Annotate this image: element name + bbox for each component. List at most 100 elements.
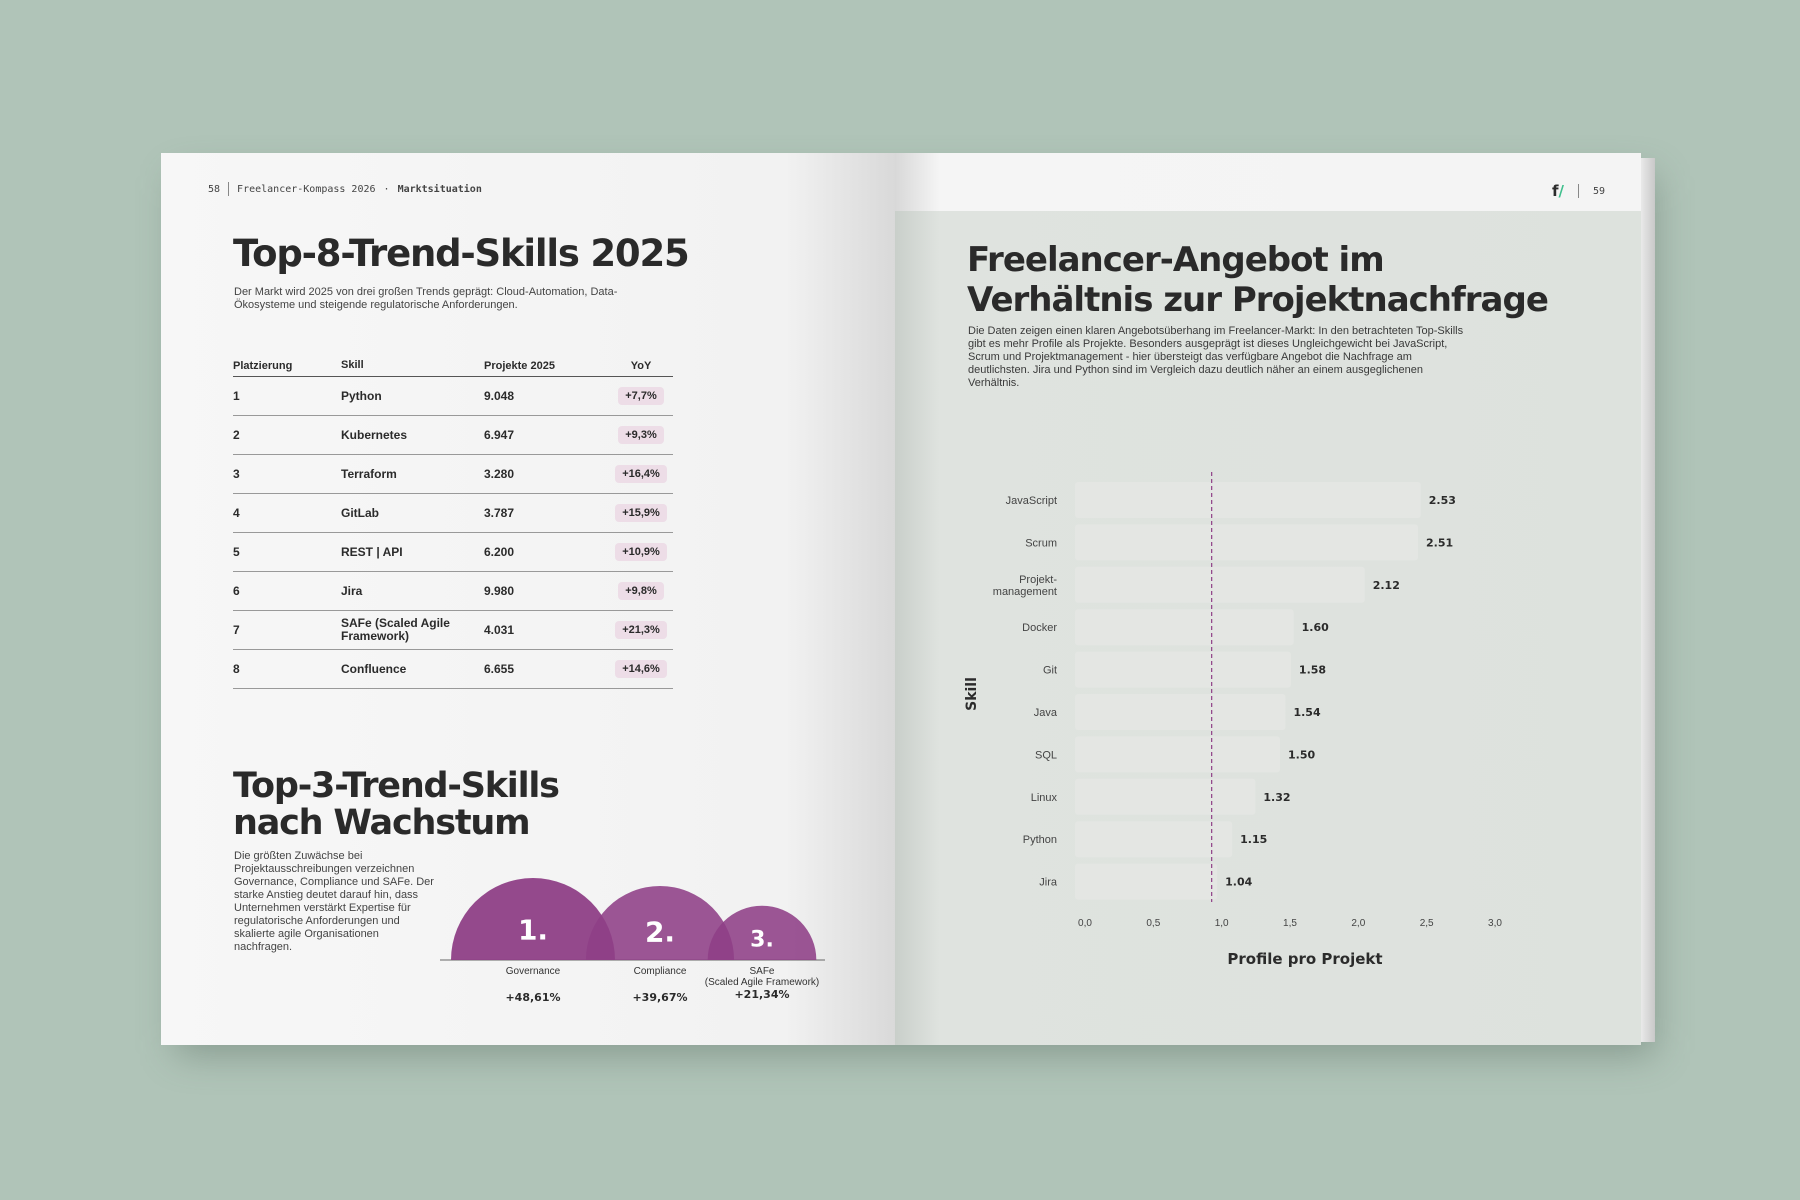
bar-value-label: 1.54: [1293, 706, 1320, 719]
bar-value-label: 1.58: [1299, 664, 1326, 677]
skill-cell: Python: [341, 376, 484, 416]
yoy-cell: +7,7%: [609, 376, 673, 416]
page-edge: [1641, 158, 1655, 1042]
top3-intro: Die größten Zuwächse bei Projektausschre…: [234, 850, 434, 953]
right-title-line1: Freelancer-Angebot im: [967, 240, 1385, 280]
growth-label-sub: (Scaled Agile Framework): [705, 977, 819, 988]
projects-cell: 6.947: [484, 415, 609, 455]
projects-cell: 6.200: [484, 532, 609, 572]
x-tick-label: 3,0: [1488, 918, 1502, 929]
bar: [1075, 821, 1233, 858]
yoy-badge: +14,6%: [615, 660, 667, 678]
bar-value-label: 1.50: [1288, 748, 1315, 761]
col-yoy: YoY: [609, 355, 673, 377]
projects-cell: 9.048: [484, 376, 609, 416]
growth-semicircle: [707, 905, 817, 960]
projects-cell: 4.031: [484, 610, 609, 650]
projects-cell: 9.980: [484, 571, 609, 611]
yoy-badge: +21,3%: [615, 621, 667, 639]
table-row: 7 SAFe (Scaled Agile Framework) 4.031 +21,3…: [233, 610, 673, 650]
skill-cell: SAFe (Scaled Agile Framework): [341, 610, 484, 650]
bar-value-label: 2.51: [1426, 536, 1453, 549]
bar: [1075, 651, 1291, 688]
right-running-header: f/ 59: [1552, 182, 1605, 200]
x-tick-label: 0,0: [1078, 918, 1092, 929]
right-page-number: 59: [1593, 185, 1606, 197]
bar: [1075, 736, 1280, 773]
yoy-badge: +10,9%: [615, 543, 667, 561]
rank-cell: 8: [233, 649, 341, 689]
x-axis-title: Profile pro Projekt: [1227, 950, 1382, 968]
top3-title: Top-3-Trend-Skills nach Wachstum: [233, 766, 560, 843]
top3-growth-chart: 1. Governance +48,61% 2. Compliance +39,67% 3.…: [440, 878, 825, 1004]
growth-value: +48,61%: [505, 991, 560, 1004]
header-section: Marktsituation: [397, 183, 482, 195]
x-tick-label: 0,5: [1146, 918, 1160, 929]
rank-cell: 5: [233, 532, 341, 572]
growth-rank: 2.: [645, 915, 675, 948]
right-title-line2: Verhältnis zur Projektnachfrage: [967, 280, 1549, 320]
table-row: 8 Confluence 6.655 +14,6%: [233, 649, 673, 689]
y-axis-title: Skill: [964, 677, 980, 711]
col-skill: Skill: [341, 355, 484, 377]
rank-cell: 4: [233, 493, 341, 533]
bar: [1075, 609, 1294, 646]
yoy-cell: +15,9%: [609, 493, 673, 533]
skill-cell: REST | API: [341, 532, 484, 572]
growth-semicircle: [585, 885, 735, 960]
table-row: 6 Jira 9.980 +9,8%: [233, 571, 673, 611]
col-rank: Platzierung: [233, 355, 341, 377]
yoy-cell: +10,9%: [609, 532, 673, 572]
top3-title-line2: nach Wachstum: [233, 803, 531, 843]
supply-demand-bar-chart: 2.53 JavaScript 2.51 Scrum 2.12 Projekt-manag…: [964, 472, 1502, 968]
category-label: Scrum: [1025, 537, 1057, 549]
growth-label: Governance: [506, 966, 561, 977]
top3-title-line1: Top-3-Trend-Skills: [233, 766, 560, 806]
growth-value: +21,34%: [734, 988, 789, 1001]
bar: [1075, 778, 1256, 815]
category-label: management: [993, 586, 1057, 598]
yoy-cell: +21,3%: [609, 610, 673, 650]
category-label: SQL: [1035, 749, 1057, 761]
bar-value-label: 2.53: [1429, 494, 1456, 507]
left-running-header: 58 Freelancer-Kompass 2026 · Marktsituat…: [208, 182, 482, 196]
bar-value-label: 1.60: [1302, 621, 1329, 634]
bar: [1075, 482, 1421, 518]
table-row: 3 Terraform 3.280 +16,4%: [233, 454, 673, 494]
rank-cell: 3: [233, 454, 341, 494]
top8-title: Top-8-Trend-Skills 2025: [233, 232, 690, 275]
skill-cell: Terraform: [341, 454, 484, 494]
rank-cell: 2: [233, 415, 341, 455]
growth-value: +39,67%: [632, 991, 687, 1004]
category-label: Python: [1023, 834, 1057, 846]
yoy-cell: +9,3%: [609, 415, 673, 455]
top8-table: Platzierung Skill Projekte 2025 YoY 1 Pyt…: [233, 355, 673, 689]
table-row: 2 Kubernetes 6.947 +9,3%: [233, 415, 673, 455]
category-label: JavaScript: [1006, 495, 1057, 507]
growth-rank: 1.: [518, 914, 548, 947]
category-label: Jira: [1039, 877, 1058, 889]
rank-cell: 7: [233, 610, 341, 650]
header-dot: ·: [383, 183, 390, 195]
header-divider: [228, 182, 230, 196]
bar-value-label: 1.04: [1225, 876, 1252, 889]
growth-rank: 3.: [750, 927, 774, 952]
left-page-number: 58: [208, 183, 221, 195]
category-label: Linux: [1031, 792, 1058, 804]
x-tick-label: 1,0: [1215, 918, 1229, 929]
category-label: Docker: [1022, 622, 1057, 634]
bar: [1075, 524, 1419, 561]
skill-cell: Kubernetes: [341, 415, 484, 455]
top8-intro: Der Markt wird 2025 von drei großen Tren…: [234, 286, 618, 311]
header-publication: Freelancer-Kompass 2026: [237, 183, 376, 195]
bar: [1075, 694, 1286, 730]
right-intro: Die Daten zeigen einen klaren Angebotsüb…: [968, 325, 1464, 389]
category-label: Projekt-: [1019, 574, 1057, 586]
table-row: 5 REST | API 6.200 +10,9%: [233, 532, 673, 572]
yoy-badge: +7,7%: [618, 387, 664, 405]
yoy-badge: +9,3%: [618, 426, 664, 444]
skill-cell: GitLab: [341, 493, 484, 533]
bar-value-label: 1.32: [1263, 791, 1290, 804]
right-title: Freelancer-Angebot im Verhältnis zur Pro…: [967, 240, 1549, 320]
bar-value-label: 1.15: [1240, 833, 1267, 846]
